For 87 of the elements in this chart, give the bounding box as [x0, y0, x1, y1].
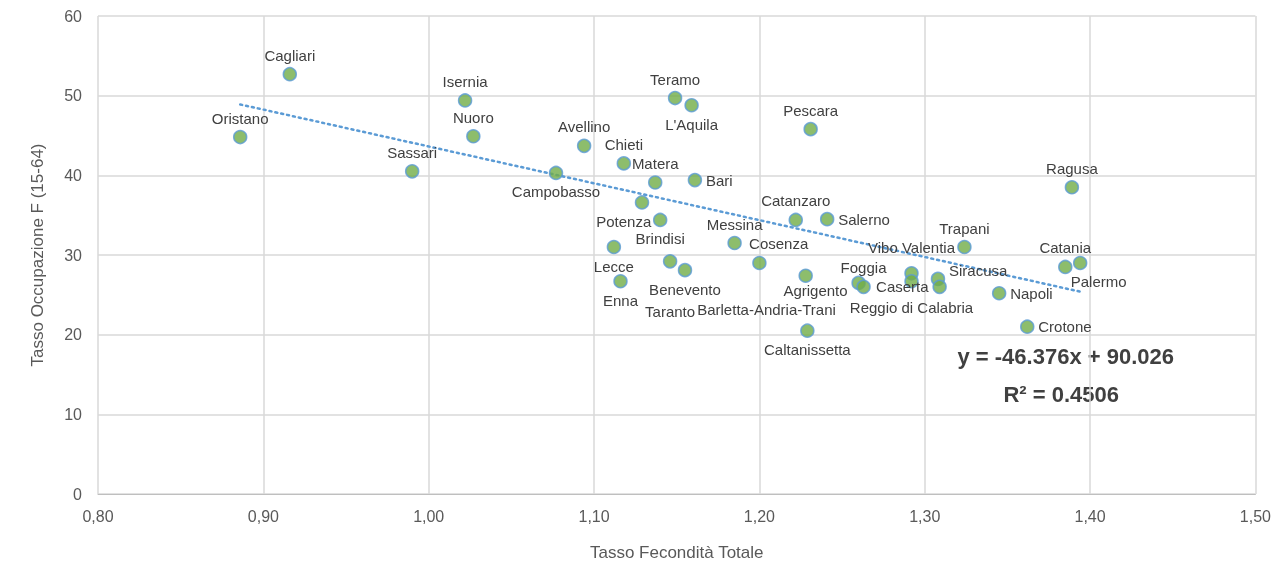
annotation: Agrigento [783, 282, 848, 300]
y-tick-label: 60 [64, 7, 83, 25]
annotation: Lecce [593, 257, 634, 275]
point [800, 323, 815, 338]
x-tick-label: 1,10 [578, 507, 610, 525]
annotation: Avellino [557, 118, 611, 136]
annotation: R² = 0.4506 [1003, 381, 1119, 407]
point [457, 93, 473, 108]
point [652, 212, 668, 228]
point [232, 129, 248, 145]
point [819, 211, 835, 227]
point [1064, 180, 1080, 195]
annotation: Enna [602, 291, 639, 309]
annotation: Nuoro [452, 108, 494, 126]
annotation: Oristano [211, 109, 269, 127]
annotation: Pescara [783, 101, 839, 119]
point [932, 279, 947, 295]
annotation: Catania [1039, 239, 1092, 257]
y-tick-label: 20 [64, 326, 83, 344]
point [803, 121, 818, 137]
annotation: L'Aquila [665, 115, 719, 133]
y-tick-label: 40 [64, 166, 83, 184]
point [727, 235, 742, 251]
y-axis-title: Tasso Occupazione F (15-64) [28, 143, 47, 367]
point [957, 239, 972, 255]
annotation: Teramo [650, 70, 701, 88]
annotation: Palermo [1070, 273, 1127, 291]
point [667, 90, 683, 106]
annotation: Salerno [838, 210, 890, 228]
point [991, 285, 1007, 301]
point [1072, 255, 1088, 271]
annotation: Foggia [840, 259, 888, 277]
annotation: Catanzaro [761, 192, 831, 210]
y-tick-label: 30 [64, 246, 83, 264]
x-tick-label: 1,20 [743, 507, 776, 525]
point [616, 156, 632, 171]
point [1058, 259, 1073, 275]
annotation: Barletta-Andria-Trani [697, 301, 836, 319]
annotation: Caserta [876, 278, 930, 296]
x-tick-label: 1,50 [1239, 507, 1272, 525]
annotation: Caltanissetta [763, 341, 852, 359]
y-tick-label: 50 [64, 87, 83, 105]
annotation: Benevento [649, 280, 721, 298]
annotation: Matera [631, 155, 680, 172]
point [606, 239, 622, 255]
x-tick-label: 1,40 [1074, 507, 1106, 525]
point [684, 97, 699, 113]
point [798, 268, 813, 283]
point [404, 164, 420, 179]
annotation: Napoli [1010, 284, 1053, 302]
annotation: Ragusa [1046, 159, 1099, 177]
x-tick-label: 0,80 [82, 507, 114, 525]
x-tick-label: 1,00 [413, 507, 445, 525]
x-tick-label: 1,30 [909, 507, 941, 525]
annotation: Sassari [387, 143, 438, 161]
point [662, 254, 678, 269]
point [752, 255, 767, 271]
annotation: Cagliari [264, 46, 316, 64]
point [687, 172, 703, 188]
point [282, 66, 298, 82]
annotation: Trapani [939, 219, 990, 237]
point [576, 138, 592, 154]
point [647, 175, 663, 190]
annotation: Chieti [604, 135, 643, 153]
annotation: y = -46.376x + 90.026 [957, 343, 1175, 369]
point [856, 279, 871, 295]
annotation: Taranto [645, 302, 696, 320]
annotation: Crotone [1038, 318, 1092, 336]
point [677, 262, 693, 278]
point [548, 165, 564, 181]
y-tick-label: 10 [64, 405, 83, 423]
annotation: Reggio di Calabria [849, 298, 974, 316]
annotation: Brindisi [635, 230, 685, 248]
annotation: Cosenza [749, 235, 809, 253]
point [466, 129, 481, 144]
point [1020, 319, 1035, 334]
x-tick-label: 0,90 [247, 507, 280, 525]
annotation: Campobasso [511, 183, 601, 201]
x-axis-title: Tasso Fecondità Totale [589, 543, 764, 562]
y-tick-label: 0 [73, 485, 83, 503]
point [634, 195, 650, 210]
annotation: Isernia [442, 72, 489, 90]
annotation: Potenza [596, 212, 652, 230]
annotation: Bari [705, 171, 733, 189]
point [788, 212, 804, 228]
point [613, 274, 628, 289]
annotation: Messina [706, 215, 764, 233]
